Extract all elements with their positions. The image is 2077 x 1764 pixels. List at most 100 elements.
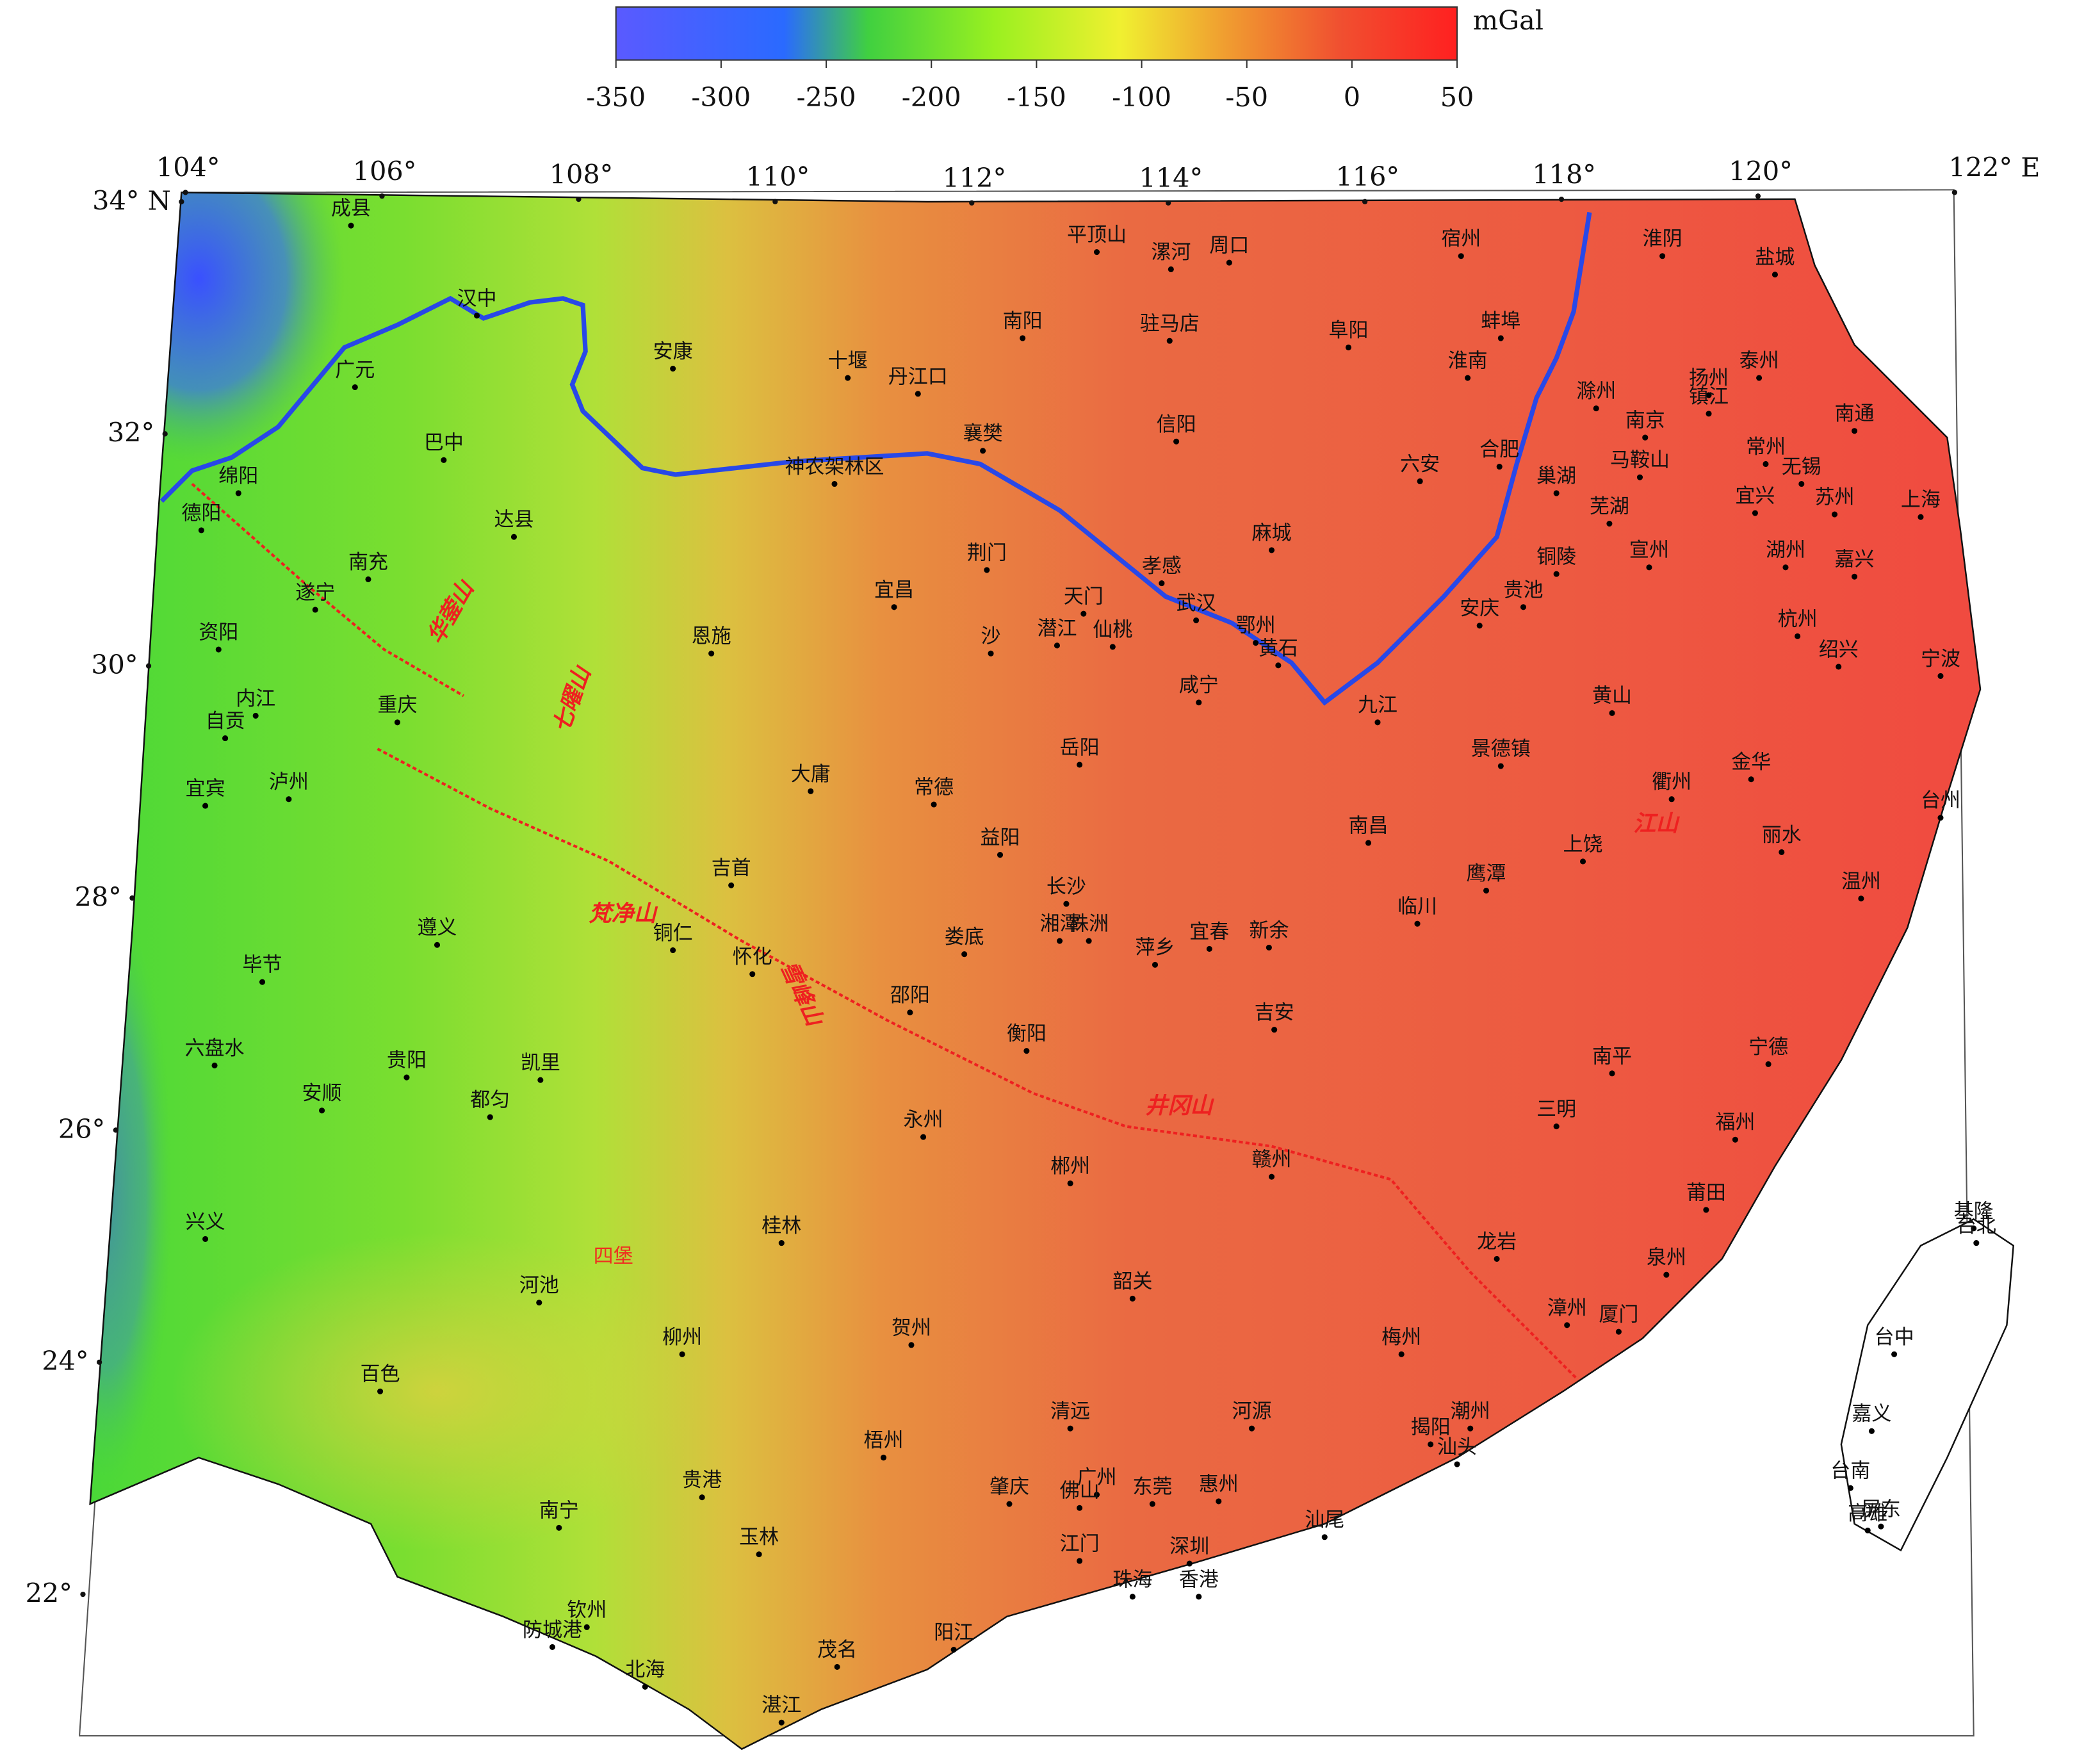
city-label: 汉中 bbox=[457, 287, 497, 310]
city-label: 安顺 bbox=[302, 1082, 342, 1105]
city-dot bbox=[286, 796, 292, 803]
city-label: 宜昌 bbox=[874, 578, 914, 601]
city-dot bbox=[1398, 1351, 1405, 1357]
city-label: 台州 bbox=[1921, 789, 1960, 812]
city-label: 衡阳 bbox=[1007, 1022, 1047, 1045]
city-label: 九江 bbox=[1358, 694, 1397, 717]
city-dot bbox=[1226, 259, 1232, 266]
city-dot bbox=[1006, 1501, 1013, 1507]
city-label: 广元 bbox=[335, 359, 375, 382]
city-label: 常州 bbox=[1746, 436, 1786, 459]
city-label: 景德镇 bbox=[1471, 737, 1531, 760]
city-dot bbox=[215, 646, 222, 653]
city-label: 三明 bbox=[1536, 1098, 1576, 1121]
city-dot bbox=[1732, 1136, 1738, 1143]
city-dot bbox=[1129, 1594, 1136, 1600]
city-dot bbox=[931, 801, 937, 808]
city-dot bbox=[728, 882, 735, 888]
city-dot bbox=[352, 384, 358, 391]
city-label: 泉州 bbox=[1647, 1246, 1686, 1270]
city-label: 贵阳 bbox=[387, 1049, 427, 1072]
city-dot bbox=[1465, 375, 1471, 381]
city-label: 吉安 bbox=[1255, 1001, 1294, 1024]
city-label: 安康 bbox=[653, 340, 693, 363]
latitude-label: 28° bbox=[75, 881, 122, 912]
city-dot bbox=[1077, 1505, 1083, 1511]
city-label: 岳阳 bbox=[1060, 736, 1100, 759]
city-dot bbox=[556, 1524, 562, 1531]
city-dot bbox=[1606, 520, 1613, 527]
city-dot bbox=[1763, 461, 1769, 468]
city-label: 重庆 bbox=[377, 694, 417, 717]
city-dot bbox=[1642, 434, 1649, 441]
city-dot bbox=[1067, 1180, 1073, 1187]
mountain-label: 江山 bbox=[1633, 810, 1680, 837]
city-dot bbox=[434, 942, 441, 948]
city-dot bbox=[834, 1663, 840, 1670]
city-dot bbox=[1063, 901, 1070, 907]
city-dot bbox=[1496, 464, 1503, 470]
city-label: 厦门 bbox=[1599, 1303, 1638, 1327]
city-dot bbox=[1417, 478, 1423, 484]
city-dot bbox=[259, 979, 266, 985]
colorbar-tick-label: -200 bbox=[902, 82, 961, 113]
longitude-label: 112° bbox=[943, 163, 1007, 193]
city-label: 芜湖 bbox=[1590, 495, 1629, 518]
city-label: 茂名 bbox=[817, 1638, 857, 1662]
longitude-tick bbox=[576, 196, 582, 202]
city-dot bbox=[1173, 438, 1180, 445]
city-label: 蚌埠 bbox=[1481, 309, 1520, 332]
city-label: 恩施 bbox=[692, 625, 731, 648]
city-label: 十堰 bbox=[828, 349, 868, 372]
city-label: 资阳 bbox=[199, 621, 238, 644]
city-label: 河源 bbox=[1232, 1400, 1271, 1423]
city-dot bbox=[365, 576, 371, 582]
city-dot bbox=[749, 971, 756, 977]
city-dot bbox=[202, 803, 209, 809]
city-dot bbox=[1937, 673, 1944, 679]
longitude-label: 122° E bbox=[1948, 152, 2040, 183]
annotation: 四堡 bbox=[594, 1245, 633, 1268]
city-dot bbox=[1129, 1295, 1136, 1302]
city-label: 黄石 bbox=[1258, 637, 1298, 660]
city-label: 泸州 bbox=[269, 771, 309, 794]
city-label: 兴义 bbox=[186, 1211, 225, 1234]
city-dot bbox=[1659, 253, 1666, 259]
longitude-tick bbox=[1755, 193, 1761, 199]
city-label: 揭阳 bbox=[1411, 1416, 1451, 1439]
city-dot bbox=[1782, 564, 1789, 571]
latitude-label: 30° bbox=[91, 649, 138, 680]
city-dot bbox=[708, 650, 715, 657]
city-label: 江门 bbox=[1060, 1532, 1100, 1555]
city-label: 宣州 bbox=[1629, 539, 1669, 562]
city-label: 上饶 bbox=[1563, 833, 1603, 856]
city-dot bbox=[235, 490, 241, 496]
longitude-tick bbox=[1558, 196, 1565, 202]
city-label: 绍兴 bbox=[1819, 638, 1859, 661]
city-dot bbox=[1109, 644, 1116, 650]
city-label: 邵阳 bbox=[890, 984, 930, 1007]
city-dot bbox=[1345, 344, 1352, 351]
city-label: 金华 bbox=[1731, 751, 1771, 774]
city-dot bbox=[312, 607, 318, 613]
city-label: 南平 bbox=[1592, 1045, 1632, 1068]
city-dot bbox=[1748, 776, 1754, 783]
city-dot bbox=[1703, 1207, 1709, 1213]
city-dot bbox=[778, 1719, 785, 1726]
city-label: 宁德 bbox=[1748, 1036, 1788, 1059]
city-dot bbox=[441, 457, 447, 463]
city-label: 怀化 bbox=[733, 945, 772, 968]
city-dot bbox=[961, 951, 968, 958]
city-label: 毕节 bbox=[242, 954, 282, 977]
city-label: 河池 bbox=[519, 1274, 559, 1297]
latitude-label: 26° bbox=[58, 1114, 105, 1145]
city-label: 龙岩 bbox=[1477, 1230, 1517, 1254]
city-label: 湛江 bbox=[762, 1694, 801, 1717]
city-label: 永州 bbox=[904, 1109, 943, 1132]
city-dot bbox=[1836, 664, 1842, 670]
city-dot bbox=[845, 375, 851, 381]
city-label: 台北 bbox=[1957, 1214, 1996, 1237]
city-dot bbox=[1086, 938, 1092, 944]
city-label: 潜江 bbox=[1037, 617, 1077, 640]
